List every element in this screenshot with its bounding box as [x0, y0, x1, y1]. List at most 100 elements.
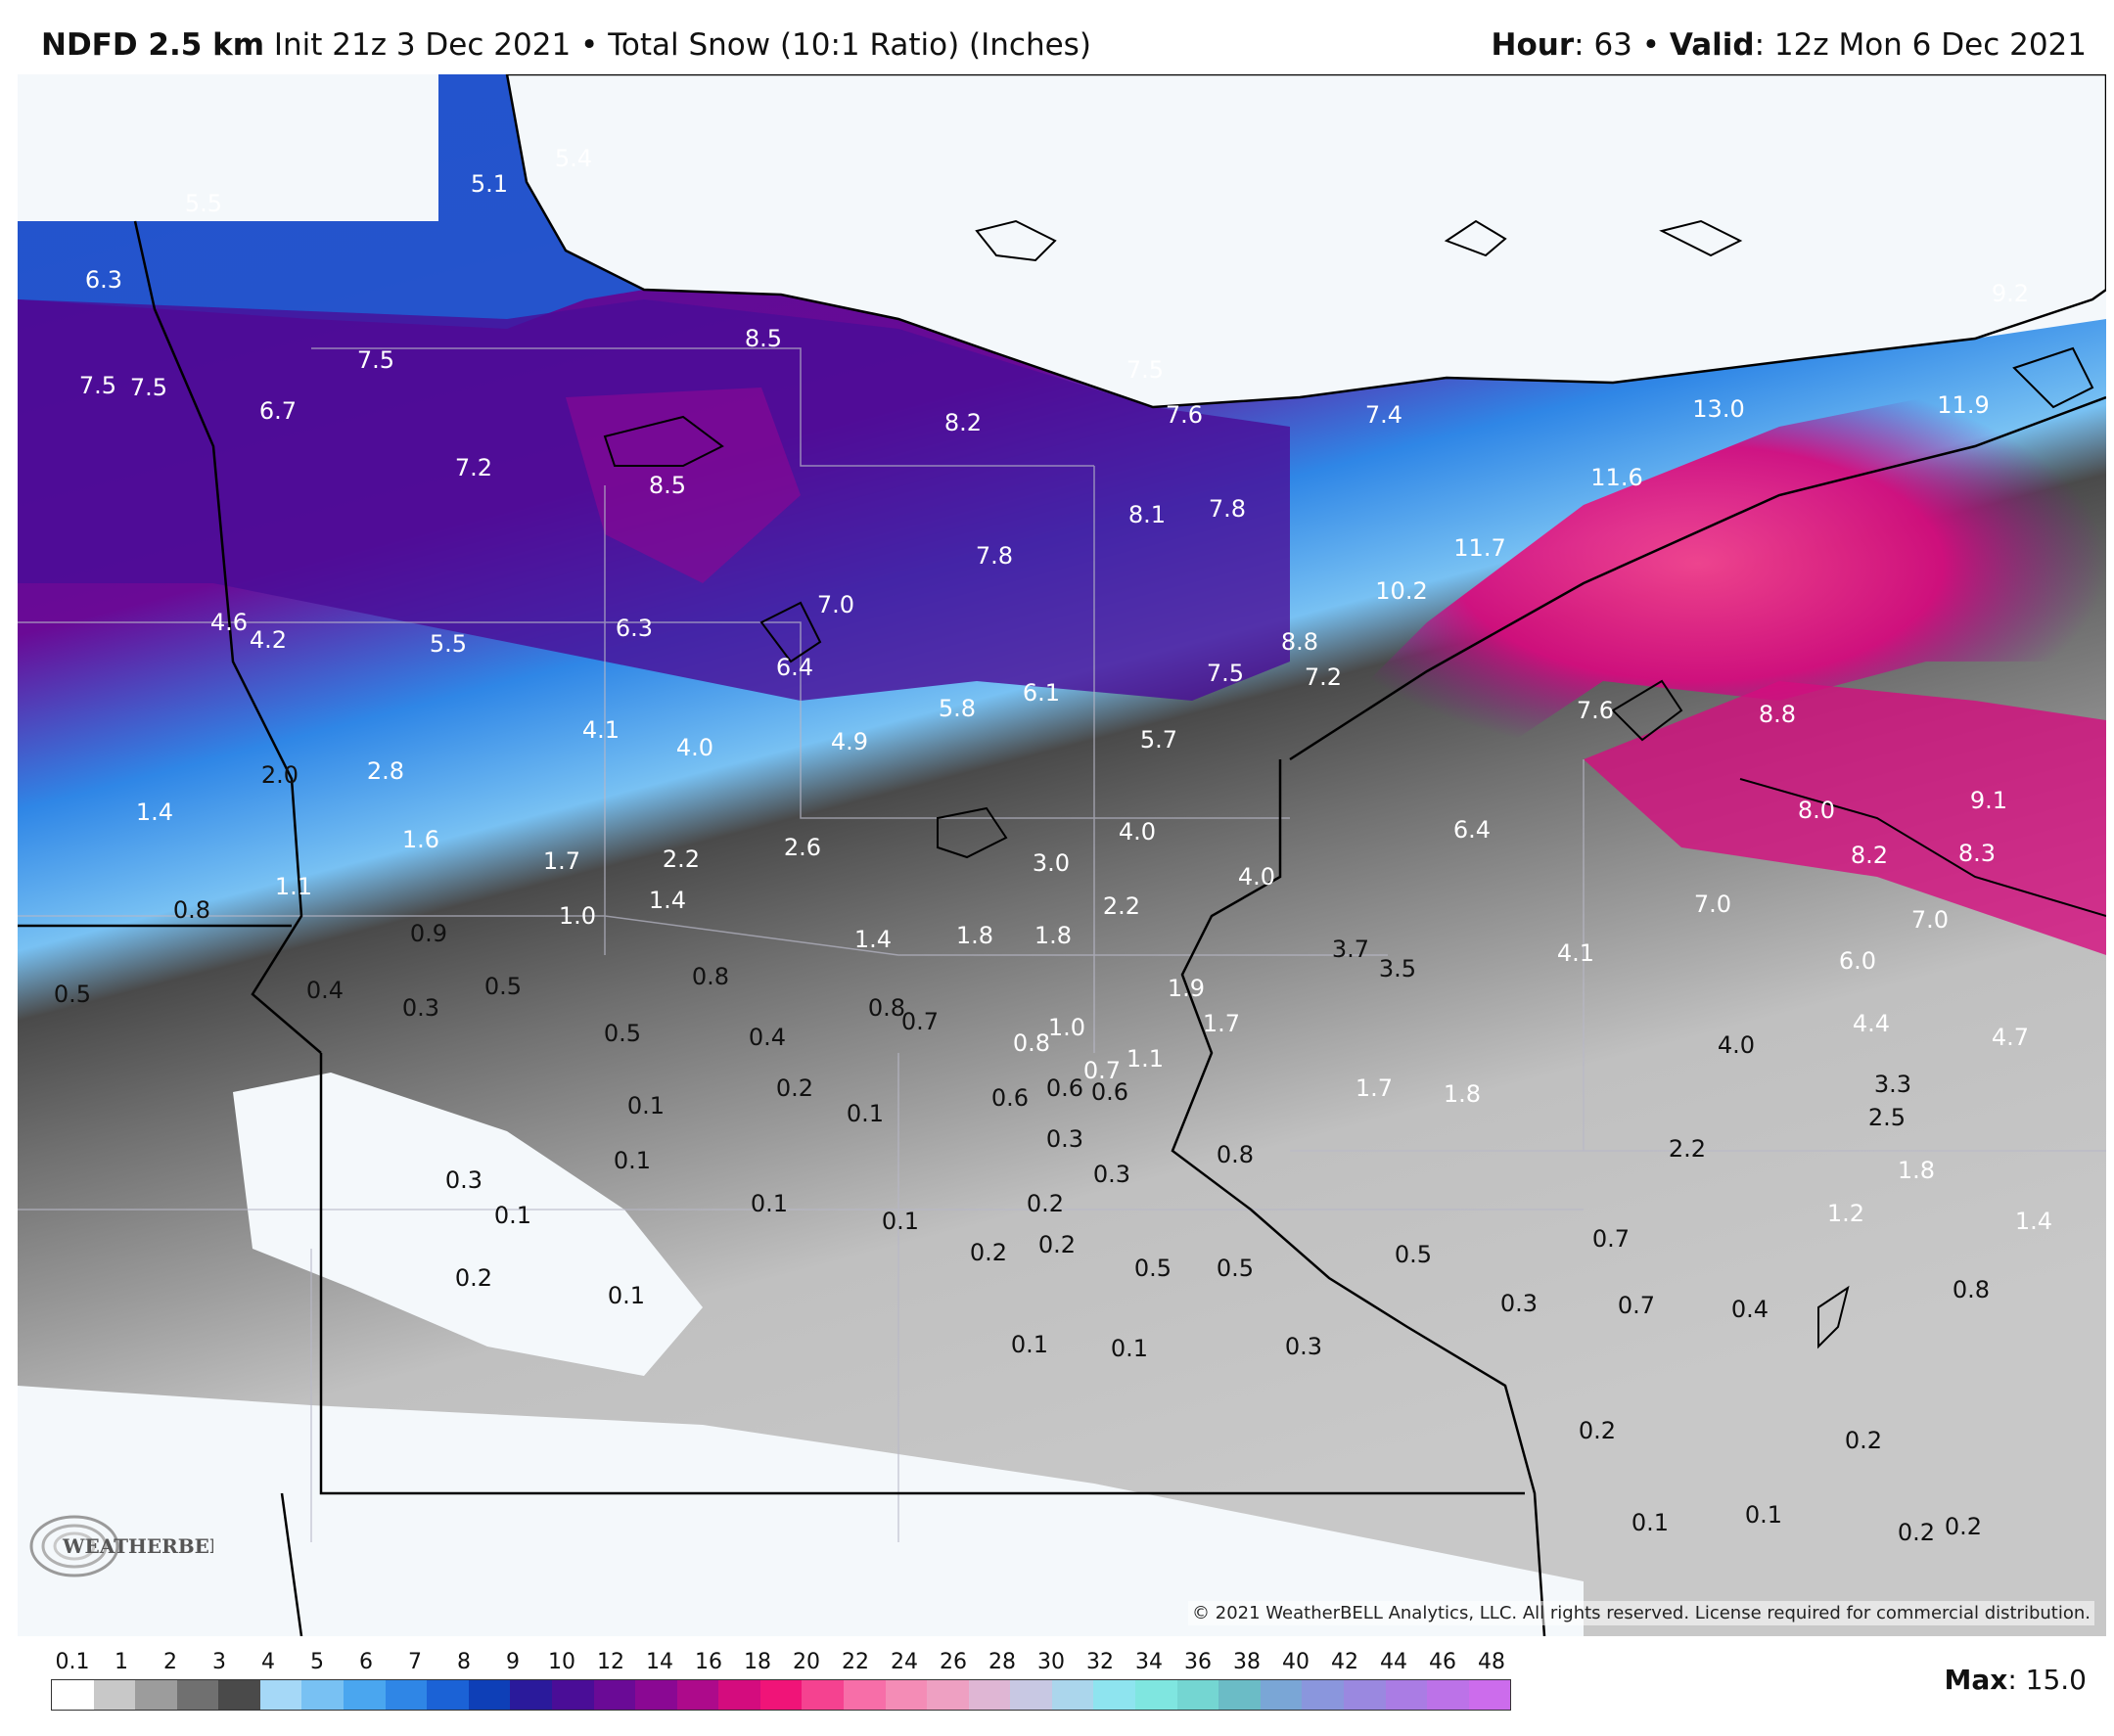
colorbar-swatch: [1302, 1680, 1344, 1710]
snowfall-label: 0.2: [970, 1239, 1007, 1266]
colorbar-swatch: [1135, 1680, 1177, 1710]
snowfall-label: 2.2: [663, 845, 700, 873]
snowfall-label: 0.3: [1500, 1290, 1538, 1317]
product-name: Total Snow (10:1 Ratio) (Inches): [608, 27, 1091, 63]
snowfall-label: 8.0: [1798, 797, 1835, 824]
model-name: NDFD 2.5 km: [41, 27, 265, 63]
hour-value: : 63: [1574, 27, 1632, 63]
snowfall-label: 0.3: [1093, 1161, 1130, 1188]
snowfall-label: 6.4: [1453, 816, 1491, 844]
colorbar-swatch: [843, 1680, 886, 1710]
snowfall-label: 9.1: [1970, 787, 2007, 814]
colorbar-swatch: [718, 1680, 760, 1710]
snowfall-label: 0.2: [1027, 1190, 1064, 1217]
colorbar-swatch: [1385, 1680, 1428, 1710]
colorbar-tick: 18: [744, 1650, 771, 1674]
colorbar-tick: 24: [891, 1650, 918, 1674]
snowfall-label: 1.9: [1168, 975, 1205, 1002]
snowfall-label: 1.8: [1034, 922, 1072, 949]
snowfall-label: 7.6: [1577, 697, 1614, 724]
colorbar-tick: 3: [212, 1650, 226, 1674]
snowfall-label: 5.7: [1140, 726, 1177, 754]
snowfall-label: 1.1: [275, 873, 312, 900]
header-title: NDFD 2.5 km Init 21z 3 Dec 2021 • Total …: [41, 27, 1091, 63]
snowfall-label: 3.0: [1033, 849, 1070, 877]
snowfall-label: 8.5: [745, 325, 782, 352]
snowfall-label: 10.2: [1375, 577, 1427, 605]
snowfall-label: 7.5: [357, 346, 394, 374]
snowfall-label: 2.8: [367, 757, 404, 785]
colorbar-swatch: [927, 1680, 969, 1710]
snowfall-label: 0.2: [455, 1264, 492, 1292]
colorbar-tick: 6: [359, 1650, 373, 1674]
colorbar-swatch: [1468, 1680, 1511, 1710]
snowfall-label: 1.0: [559, 902, 596, 930]
snowfall-label: 8.2: [944, 409, 982, 436]
snowfall-map: 5.5 5.1 5.4 6.3 7.5 7.5 7.5 6.7 7.2 8.5 8.5 8.2 7.5 7…: [18, 74, 2106, 1636]
snowfall-label: 0.8: [1013, 1029, 1050, 1057]
snowfall-label: 13.0: [1692, 395, 1744, 423]
snowfall-label: 0.6: [1091, 1078, 1128, 1106]
snowfall-label: 5.4: [555, 145, 592, 172]
colorbar-tick: 14: [646, 1650, 673, 1674]
snowfall-label: 0.1: [751, 1190, 788, 1217]
snowfall-label: 0.1: [847, 1100, 884, 1127]
colorbar-tick: 20: [793, 1650, 820, 1674]
colorbar-tick-labels: 0.1 1 2 3 4 5 6 7 8 9 10 12 14 16 18 20 22 24 26 28 30 32 34 36…: [51, 1650, 1509, 1679]
snowfall-label: 2.2: [1669, 1135, 1706, 1163]
snowfall-label: 7.0: [817, 591, 854, 618]
snowfall-label: 5.5: [185, 190, 222, 217]
colorbar-swatch: [1427, 1680, 1469, 1710]
snowfall-label: 7.2: [1305, 663, 1342, 691]
colorbar-tick: 46: [1429, 1650, 1456, 1674]
snowfall-label: 3.3: [1874, 1071, 1911, 1098]
colorbar-tick: 38: [1233, 1650, 1261, 1674]
snowfall-label: 1.4: [649, 887, 686, 914]
snowfall-label: 0.5: [54, 981, 91, 1008]
snowfall-label: 0.3: [1285, 1333, 1322, 1360]
colorbar-swatch: [1176, 1680, 1219, 1710]
snowfall-label: 0.1: [1111, 1335, 1148, 1362]
snowfall-label: 4.0: [676, 734, 713, 761]
snowfall-label: 3.7: [1332, 936, 1369, 963]
snowfall-label: 7.0: [1694, 891, 1731, 918]
snowfall-label: 1.8: [1898, 1157, 1935, 1184]
snowfall-label: 8.3: [1958, 840, 1996, 867]
max-value: : 15.0: [2007, 1664, 2087, 1696]
snowfall-label: 0.5: [1134, 1255, 1172, 1282]
colorbar-tick: 1: [115, 1650, 128, 1674]
snowfall-label: 2.5: [1868, 1104, 1906, 1131]
snowfall-label: 0.2: [1845, 1427, 1882, 1454]
snowfall-label: 7.5: [130, 374, 167, 401]
colorbar-swatch: [176, 1680, 219, 1710]
snowfall-label: 6.7: [259, 397, 297, 425]
snowfall-label: 0.7: [1083, 1057, 1121, 1084]
snowfall-label: 5.1: [471, 170, 508, 198]
snowfall-label: 1.8: [1444, 1080, 1481, 1108]
snowfall-label: 11.6: [1590, 464, 1642, 491]
snowfall-label: 4.4: [1853, 1010, 1890, 1037]
snowfall-label: 1.6: [402, 826, 439, 853]
max-value-readout: Max: 15.0: [1944, 1664, 2087, 1696]
snowfall-label: 1.4: [2015, 1208, 2052, 1235]
colorbar-swatch: [52, 1680, 94, 1710]
colorbar-tick: 36: [1184, 1650, 1212, 1674]
snowfall-label: 0.2: [1945, 1513, 1982, 1540]
snowfall-label: 0.1: [608, 1282, 645, 1309]
snowfall-label: 1.7: [543, 847, 580, 875]
snowfall-label: 0.2: [776, 1074, 813, 1102]
snowfall-label: 0.1: [1745, 1501, 1782, 1529]
snowfall-label: 0.2: [1038, 1231, 1076, 1258]
snowfall-label: 4.0: [1238, 863, 1275, 891]
snowfall-label: 6.3: [616, 615, 653, 642]
snowfall-label: 4.0: [1718, 1031, 1755, 1059]
colorbar-tick: 8: [457, 1650, 471, 1674]
snowfall-label: 0.1: [614, 1147, 651, 1174]
snowfall-label: 4.1: [1557, 939, 1594, 967]
snowfall-label: 0.1: [1011, 1331, 1048, 1358]
colorbar-tick: 48: [1478, 1650, 1505, 1674]
colorbar-swatch: [427, 1680, 469, 1710]
snowfall-label: 3.5: [1379, 955, 1416, 982]
snowfall-label: 1.8: [956, 922, 993, 949]
colorbar-swatch: [1260, 1680, 1303, 1710]
